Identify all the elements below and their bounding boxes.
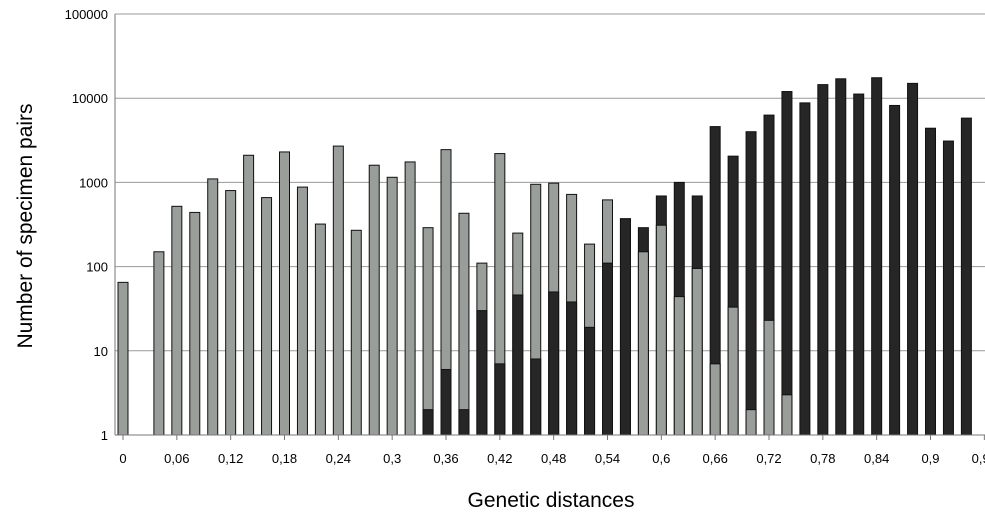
bar-series-2 — [494, 363, 506, 436]
bar-series-1 — [243, 154, 255, 436]
bar-series-1 — [296, 186, 308, 436]
x-tick-label: 0,84 — [864, 451, 889, 466]
y-tick-labels: 1 10 100 1000 10000 100000 — [65, 7, 108, 443]
x-tick-label: 0,78 — [810, 451, 835, 466]
bar-series-2 — [422, 409, 434, 436]
x-tick-label: 0 — [119, 451, 126, 466]
x-axis-label: Genetic distances — [468, 489, 635, 512]
bar-series-1 — [404, 161, 416, 436]
y-axis-label: Number of specimen pairs — [14, 103, 37, 348]
bar-series-1 — [332, 145, 344, 436]
x-tick-label: 0,6 — [652, 451, 670, 466]
x-tick-label: 0,42 — [487, 451, 512, 466]
bar-series-2 — [566, 301, 578, 436]
bar-series-1 — [207, 178, 219, 436]
bar-series-2 — [602, 262, 614, 436]
bar-series-2 — [907, 82, 919, 436]
bar-series-1 — [763, 319, 775, 436]
y-tick-label: 100 — [86, 260, 108, 275]
bar-series-2 — [835, 78, 847, 436]
bars — [117, 77, 972, 436]
y-tick-label: 1 — [101, 428, 108, 443]
bar-series-2 — [889, 104, 901, 436]
bar-series-2 — [942, 140, 954, 436]
bar-series-1 — [709, 363, 721, 436]
bar-series-2 — [548, 291, 560, 436]
bar-series-1 — [655, 224, 667, 436]
bar-series-1 — [225, 190, 237, 436]
bar-series-1 — [422, 227, 434, 436]
bar-series-1 — [458, 212, 470, 436]
bar-series-1 — [153, 251, 165, 436]
bar-series-2 — [781, 91, 793, 436]
bar-series-1 — [727, 306, 739, 436]
bar-series-2 — [619, 218, 631, 436]
bar-series-2 — [584, 326, 596, 436]
bar-series-1 — [117, 281, 129, 436]
bar-series-2 — [871, 77, 883, 436]
bar-series-1 — [691, 267, 703, 436]
y-tick-label: 1000 — [79, 175, 108, 190]
x-tick-label: 0,72 — [756, 451, 781, 466]
bar-series-1 — [745, 409, 757, 436]
x-tick-labels: 0 0,06 0,12 0,18 0,24 0,3 0,36 0,42 0,48 0,54 0,6 0… — [119, 451, 985, 466]
bar-series-2 — [458, 409, 470, 436]
y-tick-label: 10 — [94, 344, 108, 359]
x-tick-label: 0,06 — [164, 451, 189, 466]
bar-series-2 — [530, 358, 542, 436]
x-tick-label: 0,36 — [433, 451, 458, 466]
x-tick-label: 0,3 — [383, 451, 401, 466]
bar-series-1 — [386, 176, 398, 436]
x-tick-label: 0,9 — [921, 451, 939, 466]
x-tick-label: 0,66 — [703, 451, 728, 466]
bar-series-1 — [279, 151, 291, 436]
x-tick-label: 0,18 — [272, 451, 297, 466]
bar-series-2 — [853, 93, 865, 436]
bar-series-2 — [440, 368, 452, 436]
y-tick-label: 10000 — [72, 91, 108, 106]
bar-series-1 — [637, 251, 649, 436]
bar-series-2 — [745, 131, 757, 436]
bar-series-1 — [350, 229, 362, 436]
bar-series-2 — [799, 102, 811, 436]
bar-series-2 — [925, 127, 937, 436]
bar-series-1 — [673, 296, 685, 436]
bar-series-1 — [781, 394, 793, 436]
bar-series-2 — [960, 117, 972, 436]
axes — [114, 14, 985, 440]
x-tick-label: 0,96 — [972, 451, 985, 466]
y-tick-label: 100000 — [65, 7, 108, 22]
bar-series-1 — [314, 223, 326, 436]
bar-series-1 — [261, 197, 273, 436]
bar-series-2 — [817, 84, 829, 436]
x-tick-label: 0,12 — [218, 451, 243, 466]
bar-series-1 — [368, 164, 380, 436]
x-tick-label: 0,48 — [541, 451, 566, 466]
bar-series-2 — [512, 294, 524, 436]
x-tick-label: 0,54 — [595, 451, 620, 466]
bar-series-1 — [171, 205, 183, 436]
bar-series-1 — [189, 211, 201, 436]
bar-series-2 — [476, 310, 488, 436]
x-tick-label: 0,24 — [326, 451, 351, 466]
